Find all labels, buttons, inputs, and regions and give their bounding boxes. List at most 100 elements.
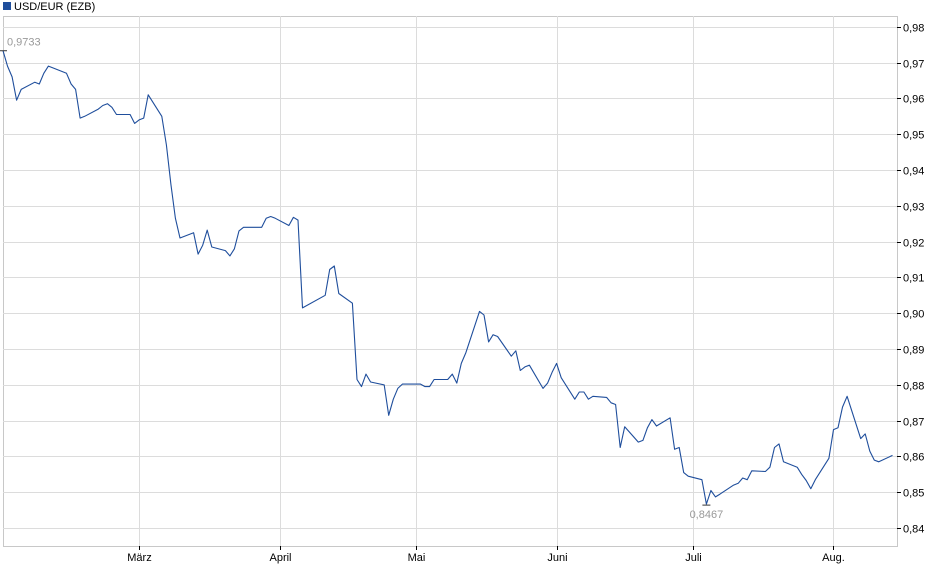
data-point-0-121 [782,460,785,463]
data-point-0-69 [455,382,458,385]
data-point-0-42 [265,217,268,220]
data-point-0-24 [147,93,150,96]
data-point-0-1 [6,65,9,68]
data-point-0-120 [777,442,780,445]
y-axis: 0,84 0,85 0,86 0,87 0,88 0,89 0,90 0,91 0,92 0,93… [897,23,924,536]
y-tick-label-1: 0,85 [903,488,924,500]
data-point-0-96 [623,425,626,428]
data-point-0-39 [242,226,245,229]
y-tick-label-8: 0,92 [903,238,924,250]
data-point-0-100 [650,418,653,421]
data-point-0-77 [510,355,513,358]
series-layer [2,50,893,505]
data-point-0-54 [355,378,358,381]
data-point-0-114 [741,476,744,479]
data-point-0-11 [70,82,73,85]
plot-frame [3,16,898,547]
data-point-0-135 [873,459,876,462]
data-point-0-37 [233,247,236,250]
grid-vertical-lines [139,16,834,546]
data-point-0-7 [42,72,45,75]
data-point-0-17 [106,102,109,105]
data-point-0-89 [582,390,585,393]
data-point-0-65 [428,385,431,388]
data-point-0-126 [814,478,817,481]
data-point-0-47 [296,219,299,222]
data-point-0-68 [451,373,454,376]
data-point-0-119 [773,446,776,449]
y-tick-label-7: 0,91 [903,273,924,285]
data-point-0-76 [496,335,499,338]
data-point-0-113 [737,482,740,485]
data-point-0-45 [287,224,290,227]
data-point-0-115 [746,478,749,481]
y-tick-label-4: 0,88 [903,381,924,393]
data-point-0-3 [15,99,18,102]
data-point-0-21 [133,122,136,125]
data-point-0-130 [841,406,844,409]
data-point-0-34 [210,245,213,248]
data-point-0-52 [337,292,340,295]
y-tick-label-11: 0,95 [903,130,924,142]
data-point-0-44 [274,217,277,220]
data-point-0-31 [197,253,200,256]
data-point-0-127 [827,457,830,460]
y-tick-label-2: 0,86 [903,452,924,464]
data-point-0-92 [605,396,608,399]
data-point-0-112 [732,484,735,487]
data-point-0-67 [446,378,449,381]
data-point-0-85 [555,362,558,365]
data-point-0-133 [864,432,867,435]
data-point-0-2 [11,75,14,78]
data-point-0-132 [859,437,862,440]
x-tick-label-2: Mai [408,552,426,564]
data-point-0-134 [868,450,871,453]
data-point-0-13 [79,117,82,120]
data-point-0-63 [419,383,422,386]
y-tick-label-3: 0,87 [903,417,924,429]
data-point-0-109 [709,489,712,492]
data-point-0-106 [687,475,690,478]
data-point-0-84 [551,371,554,374]
data-point-0-4 [20,88,23,91]
data-point-0-82 [541,387,544,390]
data-point-0-116 [750,469,753,472]
x-axis: März April Mai Juni Juli Aug. [127,546,845,564]
data-point-0-94 [614,403,617,406]
data-point-0-19 [115,113,118,116]
data-point-0-131 [846,395,849,398]
data-point-0-22 [138,118,141,121]
data-point-0-25 [160,115,163,118]
data-point-0-105 [682,471,685,474]
data-point-0-43 [269,215,272,218]
data-point-0-61 [396,387,399,390]
data-point-0-128 [832,428,835,431]
data-point-0-81 [528,364,531,367]
data-point-0-20 [129,113,132,116]
data-point-0-129 [836,426,839,429]
data-point-0-59 [387,414,390,417]
data-point-0-93 [610,401,613,404]
data-point-0-79 [519,369,522,372]
data-point-0-48 [301,306,304,309]
y-tick-label-9: 0,93 [903,202,924,214]
data-point-0-71 [464,351,467,354]
data-point-0-51 [333,264,336,267]
data-point-0-110 [714,495,717,498]
data-point-0-6 [38,82,41,85]
data-point-0-75 [492,333,495,336]
data-point-0-72 [478,310,481,313]
annotation-layer: 0,9733 0,8467 [0,37,723,521]
x-tick-label-0: März [127,552,151,564]
legend-swatch [3,2,11,10]
min-value-label: 0,8467 [690,509,724,521]
data-point-0-95 [619,446,622,449]
data-point-0-123 [800,473,803,476]
data-point-0-41 [260,226,263,229]
data-point-0-16 [101,104,104,107]
data-point-0-35 [224,249,227,252]
data-point-0-53 [351,302,354,305]
series-line-0 [2,50,893,505]
data-point-0-23 [142,117,145,120]
data-point-0-124 [805,479,808,482]
